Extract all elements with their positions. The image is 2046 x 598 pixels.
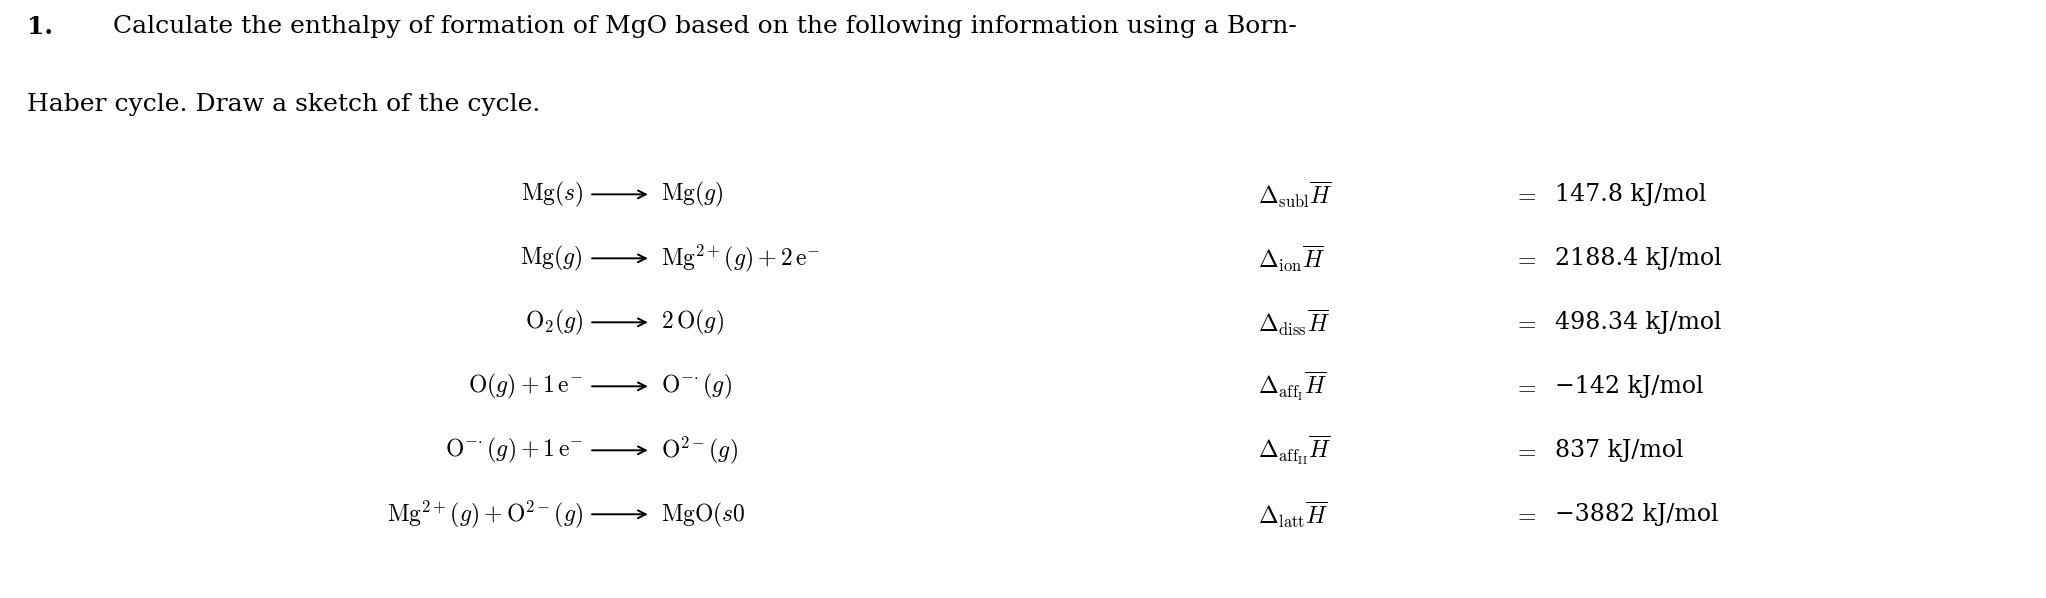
Text: $\Delta_{\mathrm{aff_I}}\overline{H}$: $\Delta_{\mathrm{aff_I}}\overline{H}$: [1258, 370, 1328, 403]
Text: $\Delta_{\mathrm{aff_{II}}}\overline{H}$: $\Delta_{\mathrm{aff_{II}}}\overline{H}$: [1258, 434, 1332, 467]
Text: $=$: $=$: [1512, 375, 1537, 398]
Text: $\mathrm{MgO}(s0$: $\mathrm{MgO}(s0$: [661, 500, 745, 529]
Text: 2188.4 kJ/mol: 2188.4 kJ/mol: [1555, 247, 1721, 270]
Text: 1.: 1.: [27, 15, 53, 39]
Text: $\mathrm{O}(g) + 1\,\mathrm{e}^{-}$: $\mathrm{O}(g) + 1\,\mathrm{e}^{-}$: [469, 372, 583, 401]
Text: 837 kJ/mol: 837 kJ/mol: [1555, 439, 1684, 462]
Text: Haber cycle. Draw a sketch of the cycle.: Haber cycle. Draw a sketch of the cycle.: [27, 93, 540, 115]
Text: $\Delta_{\mathrm{diss}}\overline{H}$: $\Delta_{\mathrm{diss}}\overline{H}$: [1258, 307, 1330, 338]
Text: $\Delta_{\mathrm{latt}}\overline{H}$: $\Delta_{\mathrm{latt}}\overline{H}$: [1258, 499, 1330, 530]
Text: −3882 kJ/mol: −3882 kJ/mol: [1555, 503, 1719, 526]
Text: $\mathrm{Mg}(s)$: $\mathrm{Mg}(s)$: [520, 180, 583, 209]
Text: $\mathrm{Mg}^{2+}(g) + \mathrm{O}^{2-}(g)$: $\mathrm{Mg}^{2+}(g) + \mathrm{O}^{2-}(g…: [387, 499, 583, 530]
Text: $=$: $=$: [1512, 503, 1537, 526]
Text: $\mathrm{O}^{-\!\cdot}(g)$: $\mathrm{O}^{-\!\cdot}(g)$: [661, 372, 732, 401]
Text: $=$: $=$: [1512, 183, 1537, 206]
Text: $\Delta_{\mathrm{ion}}\overline{H}$: $\Delta_{\mathrm{ion}}\overline{H}$: [1258, 243, 1326, 274]
Text: $\Delta_{\mathrm{subl}}\overline{H}$: $\Delta_{\mathrm{subl}}\overline{H}$: [1258, 179, 1332, 210]
Text: −142 kJ/mol: −142 kJ/mol: [1555, 375, 1704, 398]
Text: $\mathrm{O}^{2-}(g)$: $\mathrm{O}^{2-}(g)$: [661, 435, 739, 466]
Text: 147.8 kJ/mol: 147.8 kJ/mol: [1555, 183, 1706, 206]
Text: $=$: $=$: [1512, 439, 1537, 462]
Text: 498.34 kJ/mol: 498.34 kJ/mol: [1555, 311, 1721, 334]
Text: $\mathrm{Mg}(g)$: $\mathrm{Mg}(g)$: [520, 244, 583, 273]
Text: $2\,\mathrm{O}(g)$: $2\,\mathrm{O}(g)$: [661, 308, 724, 337]
Text: $\mathrm{Mg}^{2+}(g) + 2\,\mathrm{e}^{-}$: $\mathrm{Mg}^{2+}(g) + 2\,\mathrm{e}^{-}…: [661, 243, 820, 274]
Text: $=$: $=$: [1512, 311, 1537, 334]
Text: Calculate the enthalpy of formation of MgO based on the following information us: Calculate the enthalpy of formation of M…: [113, 15, 1297, 38]
Text: $\mathrm{O}^{-\!\cdot}(g) + 1\,\mathrm{e}^{-}$: $\mathrm{O}^{-\!\cdot}(g) + 1\,\mathrm{e…: [444, 436, 583, 465]
Text: $=$: $=$: [1512, 247, 1537, 270]
Text: $\mathrm{O}_2(g)$: $\mathrm{O}_2(g)$: [524, 308, 583, 337]
Text: $\mathrm{Mg}(g)$: $\mathrm{Mg}(g)$: [661, 180, 724, 209]
